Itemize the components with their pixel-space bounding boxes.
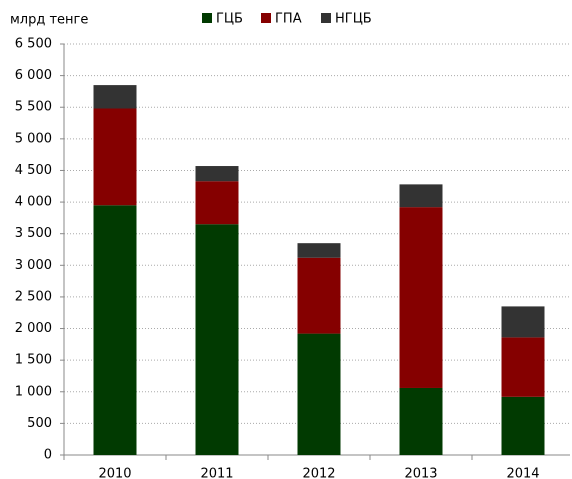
bar-segment [195,224,239,455]
x-tick-label: 2010 [98,467,131,479]
y-tick-label: 6 500 [15,37,52,52]
x-tick-label: 2014 [506,467,539,479]
legend-label: НГЦБ [335,12,372,27]
x-tick-label: 2013 [404,467,437,479]
y-tick-label: 1 000 [15,384,52,399]
bar-segment [501,396,545,455]
legend-swatch [261,13,271,23]
y-tick-label: 500 [27,416,52,431]
y-tick-label: 6 000 [15,68,52,83]
legend-label: ГПА [275,12,302,27]
y-tick-label: 2 000 [15,321,52,336]
legend-label: ГЦБ [216,12,243,27]
bar-segment [297,243,341,258]
bar-segment [501,337,545,397]
bar-segment [501,306,545,338]
y-tick-label: 5 500 [15,100,52,115]
bar-segment [93,108,137,206]
bar-segment [195,181,239,225]
y-tick-label: 3 000 [15,258,52,273]
y-tick-label: 0 [44,448,52,463]
bar-segment [297,333,341,455]
y-tick-label: 4 500 [15,163,52,178]
y-tick-label: 4 000 [15,195,52,210]
bar-segment [399,387,443,455]
y-axis-label: млрд тенге [10,13,88,28]
x-tick-label: 2012 [302,467,335,479]
legend-swatch [202,13,212,23]
y-tick-label: 3 500 [15,226,52,241]
bar-segment [195,166,239,182]
y-tick-label: 5 000 [15,131,52,146]
legend-swatch [321,13,331,23]
y-tick-label: 1 500 [15,353,52,368]
bar-segment [93,205,137,455]
bar-segment [93,85,137,109]
bar-segment [297,257,341,334]
x-tick-label: 2011 [200,467,233,479]
bar-segment [399,184,443,208]
y-tick-label: 2 500 [15,289,52,304]
bar-segment [399,207,443,388]
